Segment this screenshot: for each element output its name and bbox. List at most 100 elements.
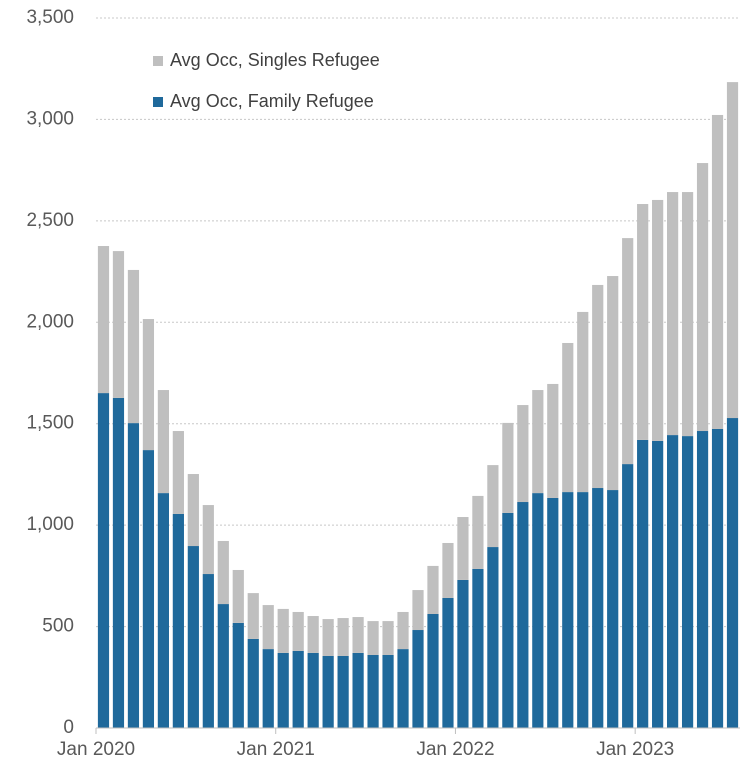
bar-segment	[232, 622, 244, 728]
bar-segment	[142, 319, 155, 451]
y-tick-label: 1,000	[26, 514, 74, 535]
bar-segment	[112, 251, 125, 398]
bar-segment	[502, 512, 514, 728]
x-tick-label: Jan 2020	[57, 739, 135, 760]
bar-segment	[607, 490, 619, 728]
bar-segment	[681, 192, 694, 437]
bar-segment	[322, 655, 334, 728]
bar-segment	[696, 163, 709, 432]
bar-segment	[457, 517, 469, 580]
bar-segment	[562, 492, 574, 728]
bar-segment	[681, 436, 694, 728]
bar-segment	[127, 269, 140, 424]
bar-segment	[217, 540, 229, 605]
bar-segment	[442, 542, 454, 598]
bar-segment	[427, 613, 439, 728]
bar-segment	[726, 418, 739, 728]
bar-segment	[652, 440, 664, 728]
x-tick-label: Jan 2022	[416, 739, 494, 760]
y-tick-label: 3,000	[26, 108, 74, 129]
bar-segment	[532, 390, 544, 494]
bar-segment	[157, 493, 169, 728]
bar-segment	[472, 495, 484, 569]
bar-segment	[292, 611, 304, 651]
bar-segment	[667, 435, 679, 728]
legend-label: Avg Occ, Family Refugee	[170, 91, 374, 111]
bar-segment	[696, 431, 709, 728]
bar-segment	[397, 611, 409, 650]
bar-segment	[202, 574, 214, 728]
bar-segment	[487, 547, 499, 728]
bar-segment	[202, 505, 214, 575]
bar-segment	[352, 617, 364, 653]
bar-segment	[607, 276, 619, 491]
bar-segment	[622, 464, 634, 728]
bar-segment	[622, 238, 634, 465]
y-tick-label: 1,500	[26, 413, 74, 434]
legend-label: Avg Occ, Singles Refugee	[170, 50, 380, 70]
bar-segment	[427, 565, 439, 614]
bar-segment	[232, 569, 244, 623]
bar-segment	[187, 474, 199, 547]
bar-segment	[127, 423, 140, 728]
bar-segment	[262, 649, 274, 728]
bar-segment	[277, 652, 289, 728]
legend-swatch	[153, 97, 163, 107]
bar-segment	[322, 619, 334, 656]
bar-segment	[97, 246, 110, 394]
bar-segment	[217, 604, 229, 728]
bar-segment	[517, 405, 529, 503]
legend-swatch	[153, 56, 163, 66]
y-tick-label: 3,500	[26, 7, 74, 28]
bar-segment	[726, 82, 739, 419]
bar-segment	[547, 497, 559, 728]
bar-segment	[142, 450, 155, 728]
bar-segment	[247, 593, 259, 639]
bar-segment	[367, 621, 379, 655]
bar-segment	[547, 383, 559, 498]
x-tick-label: Jan 2023	[596, 739, 674, 760]
bar-segment	[382, 654, 394, 728]
y-tick-label: 500	[42, 616, 74, 637]
bar-segment	[711, 428, 724, 728]
bar-segment	[337, 618, 349, 656]
y-tick-label: 2,500	[26, 210, 74, 231]
x-tick-label: Jan 2021	[237, 739, 315, 760]
bar-segment	[307, 616, 319, 653]
bar-segment	[472, 568, 484, 728]
bar-segment	[637, 204, 649, 440]
bar-segment	[532, 493, 544, 728]
bar-segment	[307, 652, 319, 728]
bar-segment	[337, 655, 349, 728]
y-tick-label: 2,000	[26, 311, 74, 332]
bar-segment	[247, 638, 259, 728]
y-tick-label: 0	[63, 717, 74, 738]
bar-segment	[637, 439, 649, 728]
bar-segment	[262, 605, 274, 650]
bar-segment	[112, 397, 125, 728]
bar-segment	[652, 199, 664, 441]
bar-segment	[457, 579, 469, 728]
bar-segment	[412, 630, 424, 728]
bar-segment	[187, 546, 199, 728]
bar-segment	[172, 513, 184, 728]
bar-segment	[367, 654, 379, 728]
bar-segment	[97, 393, 110, 728]
bar-segment	[502, 422, 514, 513]
bar-segment	[412, 590, 424, 631]
bar-segment	[292, 650, 304, 728]
bar-segment	[711, 114, 724, 429]
bar-segment	[487, 465, 499, 548]
bar-segment	[397, 649, 409, 728]
bar-segment	[157, 390, 169, 494]
bar-segment	[562, 342, 574, 493]
bar-segment	[667, 192, 679, 436]
bar-segment	[577, 311, 589, 493]
bar-segment	[592, 284, 604, 489]
bar-segment	[172, 431, 184, 514]
bar-segment	[577, 492, 589, 728]
bar-segment	[592, 488, 604, 728]
bar-segment	[442, 597, 454, 728]
bar-segment	[517, 502, 529, 728]
